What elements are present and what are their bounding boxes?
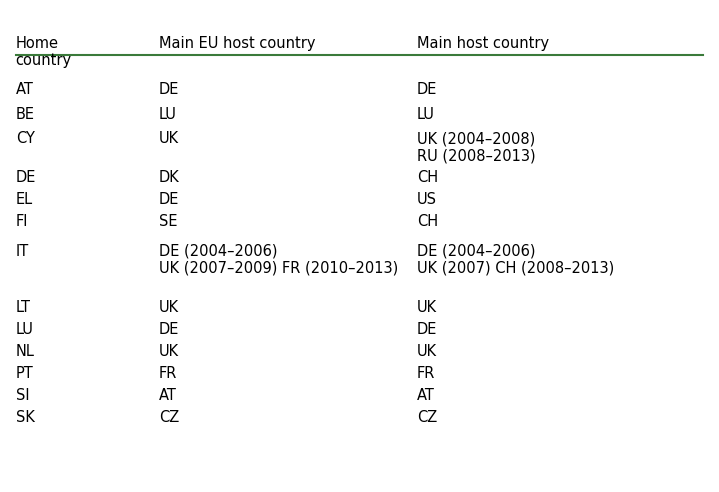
Text: AT: AT [159,388,177,403]
Text: UK: UK [159,344,179,359]
Text: DK: DK [159,170,180,185]
Text: DE: DE [417,322,437,337]
Text: DE: DE [417,82,437,97]
Text: DE: DE [159,322,179,337]
Text: DE (2004–2006)
UK (2007–2009) FR (2010–2013): DE (2004–2006) UK (2007–2009) FR (2010–2… [159,244,398,276]
Text: FI: FI [16,214,28,229]
Text: DE: DE [159,192,179,207]
Text: AT: AT [16,82,34,97]
Text: EL: EL [16,192,33,207]
Text: DE (2004–2006)
UK (2007) CH (2008–2013): DE (2004–2006) UK (2007) CH (2008–2013) [417,244,614,276]
Text: DE: DE [159,82,179,97]
Text: UK: UK [417,300,437,315]
Text: LU: LU [159,107,177,122]
Text: Main host country: Main host country [417,35,549,51]
Text: CY: CY [16,131,35,146]
Text: CZ: CZ [159,410,179,425]
Text: UK: UK [417,344,437,359]
Text: AT: AT [417,388,435,403]
Text: UK: UK [159,300,179,315]
Text: FR: FR [159,366,178,381]
Text: SE: SE [159,214,178,229]
Text: SI: SI [16,388,29,403]
Text: CH: CH [417,214,438,229]
Text: SK: SK [16,410,35,425]
Text: LU: LU [417,107,435,122]
Text: NL: NL [16,344,35,359]
Text: CH: CH [417,170,438,185]
Text: LU: LU [16,322,34,337]
Text: FR: FR [417,366,435,381]
Text: LT: LT [16,300,31,315]
Text: US: US [417,192,437,207]
Text: IT: IT [16,244,29,259]
Text: DE: DE [16,170,36,185]
Text: PT: PT [16,366,34,381]
Text: BE: BE [16,107,35,122]
Text: UK: UK [159,131,179,146]
Text: CZ: CZ [417,410,437,425]
Text: UK (2004–2008)
RU (2008–2013): UK (2004–2008) RU (2008–2013) [417,131,536,163]
Text: Home
country: Home country [16,35,72,68]
Text: Main EU host country: Main EU host country [159,35,316,51]
